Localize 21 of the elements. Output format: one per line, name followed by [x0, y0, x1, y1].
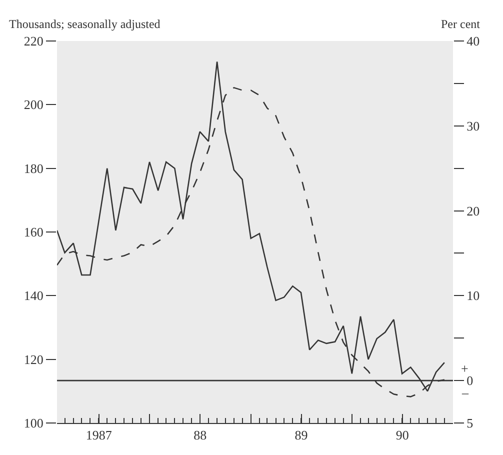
y-axis-title: Thousands; seasonally adjusted: [9, 17, 160, 31]
y2-tick-label: 20: [466, 203, 480, 218]
y2-tick-label: 10: [466, 288, 480, 304]
x-tick-label: 90: [396, 428, 409, 443]
y-tick-label: 220: [24, 34, 44, 49]
y-tick-label: 100: [24, 416, 44, 431]
y2-tick-label: 0: [466, 373, 474, 388]
x-tick-label: 88: [194, 428, 207, 443]
x-tick-label: 89: [294, 428, 308, 443]
y-tick-label: 180: [24, 160, 44, 176]
text: +: [461, 361, 468, 376]
y-tick-label: 140: [24, 288, 44, 304]
y2-tick-label: 5: [466, 416, 474, 431]
y2-tick-label: 40: [466, 34, 480, 49]
y-tick-label: 200: [24, 97, 44, 112]
text: –: [461, 385, 469, 400]
y2-axis-title: Per cent: [441, 17, 481, 31]
x-tick-label: 1987: [86, 428, 112, 443]
y-tick-label: 120: [24, 352, 44, 367]
y-tick-label: 160: [24, 224, 44, 240]
y2-tick-label: 30: [466, 118, 480, 134]
